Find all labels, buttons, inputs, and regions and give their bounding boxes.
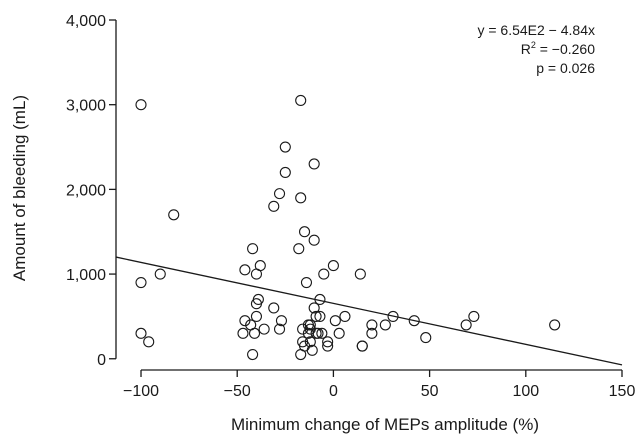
r-squared-annotation: R2 = −0.260 (521, 40, 596, 57)
y-axis-ticks: 0 1,000 2,000 3,000 4,000 (66, 13, 116, 369)
data-point (308, 158, 320, 170)
y-tick-label: 0 (97, 352, 106, 369)
data-point (254, 260, 266, 272)
data-point (304, 336, 316, 348)
data-point (316, 327, 328, 339)
data-point (258, 323, 270, 335)
x-axis-ticks: −100 −50 0 50 100 150 (123, 370, 635, 400)
data-point (354, 268, 366, 280)
data-point (333, 327, 345, 339)
data-point (356, 340, 368, 352)
data-point (250, 310, 262, 322)
y-tick-label: 3,000 (66, 98, 106, 115)
data-point (310, 310, 322, 322)
data-point (312, 327, 324, 339)
data-point (268, 200, 280, 212)
data-point (273, 188, 286, 200)
x-tick-label: 50 (421, 383, 439, 400)
data-point (168, 209, 180, 221)
data-point (314, 310, 326, 322)
x-axis-title: Minimum change of MEPs amplitude (%) (231, 415, 539, 434)
data-point (300, 276, 313, 289)
y-axis-title: Amount of bleeding (mL) (10, 95, 29, 281)
data-point (549, 319, 561, 331)
y-tick-label: 2,000 (66, 182, 106, 199)
data-point (143, 336, 155, 348)
r-squared-value: = −0.260 (536, 41, 595, 57)
data-point (460, 319, 472, 331)
x-tick-label: 0 (329, 383, 338, 400)
data-point (308, 302, 320, 314)
data-point (279, 141, 291, 153)
data-point (329, 315, 341, 327)
data-point (308, 234, 320, 246)
y-tick-label: 1,000 (66, 267, 106, 284)
data-point (306, 344, 318, 356)
data-point (339, 310, 351, 322)
data-point (135, 99, 147, 111)
data-point (273, 323, 286, 335)
x-tick-label: 100 (512, 383, 539, 400)
data-point (304, 319, 316, 331)
data-point (252, 293, 264, 306)
data-point (366, 327, 378, 339)
data-point (268, 302, 280, 314)
data-point (366, 319, 378, 331)
p-value-annotation: p = 0.026 (536, 60, 595, 76)
data-point (408, 315, 420, 327)
data-point (135, 327, 147, 339)
data-point (154, 268, 166, 280)
data-point (387, 310, 399, 322)
data-point (239, 315, 251, 327)
data-point (295, 192, 307, 204)
data-point (322, 340, 334, 352)
data-point (420, 332, 432, 344)
data-point (237, 327, 249, 339)
data-point (379, 319, 391, 331)
data-point (293, 243, 305, 255)
x-tick-label: −50 (224, 383, 251, 400)
data-point (239, 264, 251, 276)
y-tick-label: 4,000 (66, 13, 106, 30)
data-point (279, 166, 291, 178)
x-tick-label: 150 (609, 383, 636, 400)
data-point (247, 243, 259, 255)
x-tick-label: −100 (123, 383, 159, 400)
data-point (327, 260, 339, 272)
data-points (135, 94, 561, 361)
data-point (247, 348, 259, 361)
data-point (275, 315, 288, 327)
r-squared-superscript: 2 (531, 40, 536, 50)
r-squared-symbol: R (521, 41, 531, 57)
data-point (318, 268, 330, 280)
data-point (135, 276, 147, 289)
regression-equation: y = 6.54E2 − 4.84x (477, 22, 595, 38)
data-point (322, 336, 334, 348)
data-point (295, 94, 307, 107)
regression-line (115, 256, 623, 366)
data-point (468, 310, 480, 322)
data-point (298, 226, 311, 238)
data-point (248, 327, 261, 339)
